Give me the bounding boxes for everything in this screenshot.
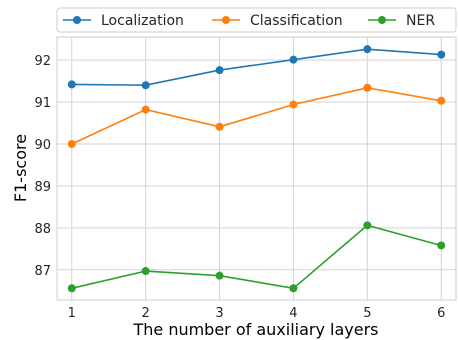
x-axis-ticks: 1 2 3 4 5 6: [68, 306, 446, 321]
data-point-classification: [437, 96, 446, 105]
data-point-localization: [289, 55, 298, 64]
legend-marker: [222, 16, 230, 24]
data-point-localization: [363, 45, 372, 54]
series-line-localization: [71, 48, 442, 87]
y-tick-label: 90: [34, 138, 51, 153]
y-tick-label: 87: [34, 264, 51, 279]
series-ner: [67, 221, 446, 293]
data-point-localization: [141, 81, 150, 90]
legend-label: Localization: [101, 13, 184, 29]
series-line-ner: [71, 224, 442, 290]
y-tick-label: 92: [34, 54, 51, 69]
x-tick-label: 3: [215, 306, 223, 321]
legend-entry-ner: NER: [368, 13, 435, 29]
data-point-localization: [437, 50, 446, 59]
data-point-ner: [141, 267, 150, 276]
grid: [57, 37, 456, 300]
data-point-classification: [289, 100, 298, 109]
y-axis-ticks: 87 88 89 90 91 92: [34, 54, 51, 279]
data-point-localization: [215, 66, 224, 75]
data-point-classification: [141, 105, 150, 114]
y-axis-label: F1-score: [11, 134, 30, 202]
series-classification: [67, 83, 446, 148]
series-layer: [67, 45, 446, 293]
y-tick-label: 91: [34, 96, 51, 111]
data-point-ner: [289, 284, 298, 293]
x-tick-label: 2: [142, 306, 150, 321]
data-point-classification: [363, 83, 372, 92]
x-axis-label: The number of auxiliary layers: [132, 320, 378, 339]
plot-frame: [56, 36, 457, 301]
legend-marker: [378, 16, 386, 24]
series-localization: [67, 45, 446, 90]
series-line-classification: [71, 86, 442, 145]
data-point-localization: [67, 80, 76, 89]
y-tick-label: 89: [34, 180, 51, 195]
legend-entry-classification: Classification: [212, 13, 343, 29]
legend-marker: [73, 16, 81, 24]
x-tick-label: 1: [68, 306, 76, 321]
x-tick-label: 6: [437, 306, 445, 321]
data-point-classification: [215, 122, 224, 131]
x-tick-label: 5: [363, 306, 371, 321]
legend-box: [56, 7, 457, 33]
x-tick-label: 4: [289, 306, 297, 321]
legend: Localization Classification NER: [56, 7, 457, 33]
legend-label: Classification: [250, 13, 343, 29]
y-tick-label: 88: [34, 222, 51, 237]
legend-entry-localization: Localization: [63, 13, 184, 29]
data-point-classification: [67, 139, 76, 148]
data-point-ner: [437, 241, 446, 250]
data-point-ner: [67, 284, 76, 293]
legend-label: NER: [406, 13, 435, 29]
data-point-ner: [363, 221, 372, 230]
data-point-ner: [215, 271, 224, 280]
